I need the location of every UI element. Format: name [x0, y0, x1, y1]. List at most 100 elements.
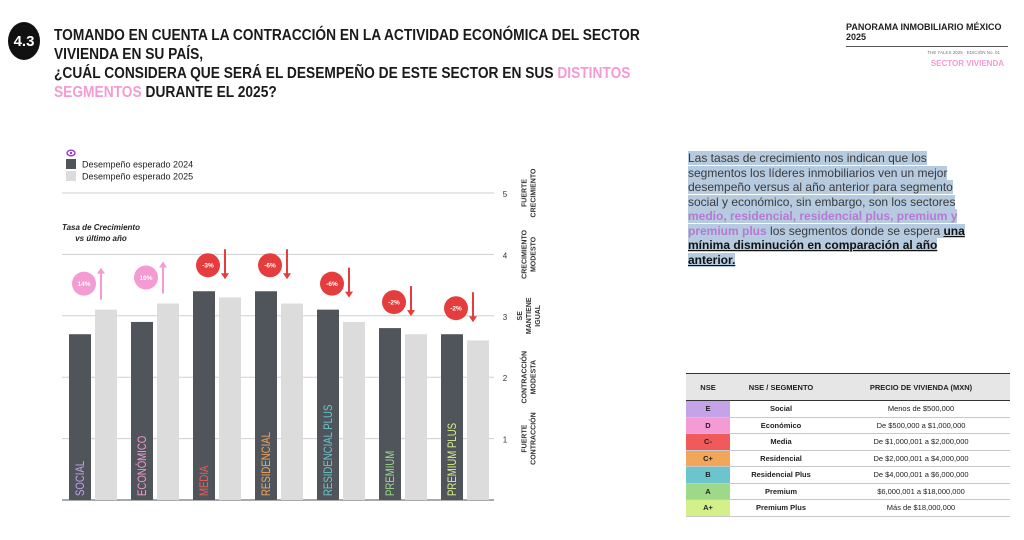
category-label: MEDIA [198, 465, 211, 496]
price-cell: De $2,000,001 a $4,000,000 [832, 450, 1010, 467]
arrow-down-head-icon [469, 316, 477, 323]
table-header-row: NSE NSE / SEGMENTO PRECIO DE VIVIENDA (M… [686, 373, 1010, 401]
page-title: TOMANDO EN CUENTA LA CONTRACCIÓN EN LA A… [54, 26, 708, 102]
nse-code-cell: E [686, 400, 730, 418]
arrow-down-head-icon [221, 273, 229, 280]
bar-2025 [467, 340, 489, 500]
nse-code-cell: B [686, 466, 730, 484]
category-label: PREMIUM PLUS [446, 423, 459, 496]
change-label: -6% [264, 263, 276, 270]
price-cell: De $1,000,001 a $2,000,000 [832, 433, 1010, 451]
nse-code-cell: C+ [686, 450, 730, 467]
price-cell: De $4,000,001 a $6,000,000 [832, 466, 1010, 484]
right-axis-label-word: MODESTA [531, 360, 538, 394]
price-cell: Menos de $500,000 [832, 400, 1010, 418]
section-badge: 4.3 [8, 22, 40, 60]
bar-2024 [193, 291, 215, 500]
growth-label: Tasa de Crecimiento [62, 223, 140, 232]
eye-pupil-icon [69, 151, 73, 155]
table-row: A+ Premium Plus Más de $18,000,000 [686, 499, 1010, 517]
segment-cell: Residencial Plus [730, 466, 832, 484]
brand-title: PANORAMA INMOBILIARIO MÉXICO 2025 [846, 22, 1008, 47]
change-bubble [258, 253, 282, 278]
segment-cell: Social [730, 400, 832, 418]
y-tick-label: 5 [503, 190, 508, 199]
right-axis-label-word: MODESTO [531, 236, 538, 272]
y-tick-label: 1 [503, 436, 508, 445]
table-header-price: PRECIO DE VIVIENDA (MXN) [832, 373, 1010, 401]
change-bubble [444, 296, 468, 321]
arrow-up-head-icon [159, 261, 167, 268]
category-label: ECONÓMICO [135, 436, 149, 496]
right-axis-label-word: CRECIMIENTO [522, 229, 529, 278]
category-label: RESIDENCIAL [260, 432, 273, 496]
price-cell: $6,000,001 a $18,000,000 [832, 483, 1010, 500]
change-label: -3% [202, 263, 214, 270]
segment-cell: Media [730, 433, 832, 451]
bar-2025 [405, 334, 427, 500]
right-axis-label-word: FUERTE [522, 179, 529, 207]
right-axis-label: FUERTE CONTRACCIÓN [522, 412, 538, 465]
right-axis-label: CONTRACCIÓN MODESTA [520, 351, 538, 404]
price-cell: Más de $18,000,000 [832, 499, 1010, 517]
y-tick-label: 4 [503, 251, 508, 260]
right-axis-label-word: MANTIENE [526, 297, 533, 334]
edition-label: THE TALKS 2025 · EDICIÓN No. 01 [927, 50, 1000, 55]
category-label: RESIDENCIAL PLUS [322, 405, 335, 496]
change-bubble [72, 271, 96, 296]
nse-code-cell: D [686, 417, 730, 434]
title-highlight: DISTINTOS SEGMENTOS [54, 65, 631, 101]
segment-cell: Residencial [730, 450, 832, 467]
title-line-2-end: DURANTE EL 2025? [141, 84, 277, 101]
legend-swatch [66, 171, 76, 181]
paragraph-text-1: Las tasas de crecimiento nos indican que… [688, 151, 956, 209]
table-row: E Social Menos de $500,000 [686, 400, 1010, 418]
bar-2024 [317, 309, 339, 500]
segment-cell: Económico [730, 417, 832, 434]
bar-2024 [69, 334, 91, 500]
nse-code-cell: A+ [686, 499, 730, 517]
table-row: B Residencial Plus De $4,000,001 a $6,000,… [686, 466, 1010, 484]
table-row: A Premium $6,000,001 a $18,000,000 [686, 483, 1010, 500]
right-axis-label: CRECIMIENTO MODESTO [522, 229, 538, 278]
bar-2025 [95, 309, 117, 500]
legend-label: Desempeño esperado 2025 [82, 172, 193, 182]
right-axis-label: FUERTE CRECIMIENTO [522, 168, 538, 217]
right-axis-label-word: IGUAL [535, 304, 542, 327]
change-label: -6% [326, 281, 338, 288]
nse-table: NSE NSE / SEGMENTO PRECIO DE VIVIENDA (M… [686, 373, 1010, 517]
table-header-segment: NSE / SEGMENTO [730, 373, 832, 401]
bar-2025 [219, 297, 241, 500]
growth-label: vs último año [75, 234, 127, 243]
bar-2024 [441, 334, 463, 500]
bar-2024 [255, 291, 277, 500]
table-row: C- Media De $1,000,001 a $2,000,000 [686, 433, 1010, 451]
right-axis-label-word: FUERTE [522, 424, 529, 452]
table-row: D Económico De $500,000 a $1,000,000 [686, 417, 1010, 434]
title-line-2-start: ¿CUÁL CONSIDERA QUE SERÁ EL DESEMPEÑO DE… [54, 65, 558, 82]
table-header-nse: NSE [686, 373, 730, 401]
right-axis-label-word: SE [517, 311, 524, 321]
bar-2024 [131, 321, 153, 500]
nse-code-cell: A [686, 483, 730, 500]
title-line-2: ¿CUÁL CONSIDERA QUE SERÁ EL DESEMPEÑO DE… [54, 64, 708, 102]
change-bubble [134, 265, 158, 290]
insight-paragraph: Las tasas de crecimiento nos indican que… [688, 151, 980, 267]
change-bubble [382, 290, 406, 315]
bar-2025 [281, 303, 303, 500]
bar-2025 [343, 321, 365, 500]
arrow-down-head-icon [407, 310, 415, 317]
category-label: SOCIAL [74, 461, 87, 496]
bar-2025 [157, 303, 179, 500]
price-cell: De $500,000 a $1,000,000 [832, 417, 1010, 434]
arrow-down-head-icon [283, 273, 291, 280]
segment-cell: Premium Plus [730, 499, 832, 517]
right-axis-label-word: CRECIMIENTO [531, 168, 538, 217]
right-axis-label-word: CONTRACCIÓN [529, 412, 538, 465]
segment-cell: Premium [730, 483, 832, 500]
bar-2024 [379, 328, 401, 500]
brand-block: PANORAMA INMOBILIARIO MÉXICO 2025 THE TA… [846, 22, 1008, 68]
change-bubble [196, 253, 220, 278]
change-label: 14% [77, 281, 90, 288]
